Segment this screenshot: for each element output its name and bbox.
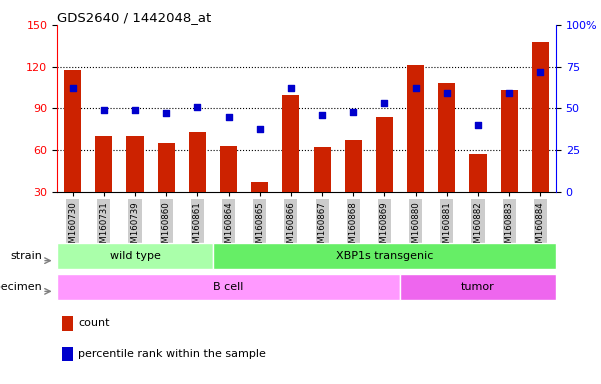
Bar xyxy=(314,147,331,192)
Point xyxy=(286,85,296,91)
Text: XBP1s transgenic: XBP1s transgenic xyxy=(336,251,433,262)
Bar xyxy=(345,141,362,192)
Bar xyxy=(62,347,73,361)
Bar xyxy=(251,182,268,192)
Bar xyxy=(57,274,400,300)
Bar xyxy=(157,143,175,192)
Text: tumor: tumor xyxy=(461,282,495,292)
Point xyxy=(317,112,327,118)
Point xyxy=(504,90,514,96)
Text: strain: strain xyxy=(10,251,42,262)
Bar xyxy=(501,90,517,192)
Bar xyxy=(96,136,112,192)
Bar xyxy=(282,94,299,192)
Point xyxy=(535,69,545,75)
Point xyxy=(162,111,171,117)
Text: percentile rank within the sample: percentile rank within the sample xyxy=(78,349,266,359)
Text: GDS2640 / 1442048_at: GDS2640 / 1442048_at xyxy=(57,11,212,24)
Bar xyxy=(469,154,487,192)
Bar xyxy=(213,243,556,269)
Bar xyxy=(438,83,456,192)
Bar xyxy=(532,42,549,192)
Bar xyxy=(376,117,393,192)
Bar xyxy=(126,136,144,192)
Bar xyxy=(407,65,424,192)
Point xyxy=(68,85,78,91)
Bar xyxy=(189,132,206,192)
Point xyxy=(411,85,421,91)
Text: B cell: B cell xyxy=(213,282,244,292)
Bar xyxy=(57,243,213,269)
Bar xyxy=(220,146,237,192)
Point xyxy=(255,126,264,132)
Bar xyxy=(64,70,81,192)
Point xyxy=(130,107,140,113)
Point xyxy=(224,114,233,120)
Point xyxy=(192,104,202,110)
Bar xyxy=(400,274,556,300)
Text: specimen: specimen xyxy=(0,282,42,292)
Point xyxy=(442,90,451,96)
Point xyxy=(380,100,389,106)
Text: count: count xyxy=(78,318,109,328)
Text: wild type: wild type xyxy=(109,251,160,262)
Point xyxy=(473,122,483,128)
Point xyxy=(99,107,109,113)
Point xyxy=(349,109,358,115)
Bar xyxy=(62,316,73,331)
